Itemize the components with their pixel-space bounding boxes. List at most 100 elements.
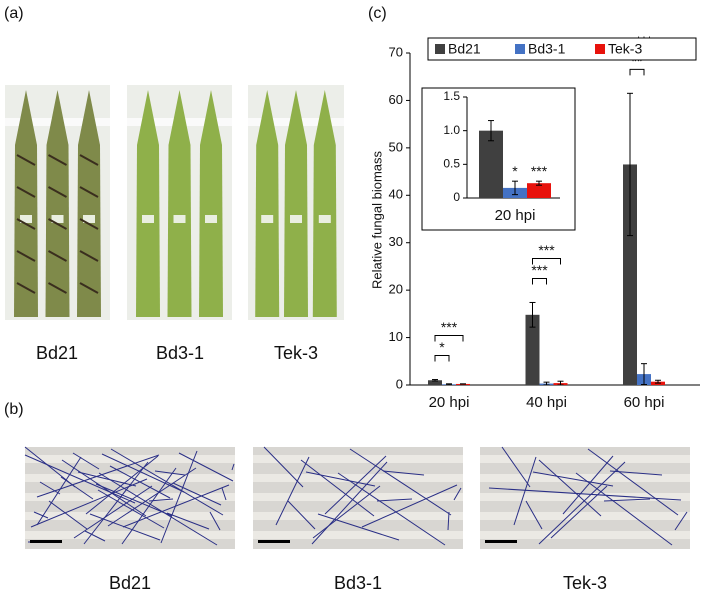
lesion (48, 186, 67, 198)
lesion (48, 218, 67, 230)
hypha (39, 481, 61, 495)
hypha (36, 454, 160, 498)
cell-row (25, 493, 235, 501)
panel-label: (a) (4, 5, 24, 22)
lesion (48, 154, 67, 166)
hypha (98, 472, 218, 546)
hypha (488, 487, 682, 501)
y-tick-label: 1.5 (443, 89, 460, 103)
significance-bracket (629, 68, 645, 76)
legend-swatch (435, 44, 445, 54)
hypha (209, 511, 221, 531)
scale-bar (30, 540, 62, 543)
y-tick-label: 70 (389, 44, 403, 59)
x-tick-label: 20 hpi (495, 207, 536, 224)
inoculum (20, 215, 32, 223)
hypha (172, 482, 222, 506)
bar (525, 314, 540, 385)
hypha (317, 513, 400, 541)
hypha (97, 489, 165, 529)
hypha (24, 454, 136, 504)
inoculum (290, 215, 302, 223)
lesion (48, 250, 67, 262)
significance-bracket (434, 335, 464, 342)
hypha (447, 511, 450, 531)
photo-caption: Bd3-1 (334, 573, 382, 593)
significance: * (439, 339, 445, 355)
lesion (79, 250, 99, 262)
y-axis-label: Relative fungal biomass (369, 150, 384, 289)
cell-row (480, 531, 690, 539)
hypha (376, 498, 413, 502)
significance: *** (538, 242, 555, 258)
cell-row (480, 455, 690, 463)
lesion (16, 154, 36, 166)
leaf (199, 90, 223, 317)
leaf (255, 90, 280, 317)
cell-row (25, 455, 235, 463)
hypha (221, 487, 227, 501)
lesion (16, 186, 36, 198)
y-tick-label: 50 (389, 139, 403, 154)
y-tick-label: 40 (389, 187, 403, 202)
hypha (538, 459, 602, 517)
y-tick-label: 60 (389, 92, 403, 107)
hypha (305, 471, 376, 487)
hypha (603, 498, 651, 502)
leaf (167, 90, 192, 317)
cell-row (253, 493, 463, 501)
cell-row (480, 512, 690, 520)
inoculum (205, 215, 217, 223)
photo-caption: Bd21 (109, 573, 151, 593)
y-tick-label: 10 (389, 329, 403, 344)
significance: *** (531, 262, 548, 278)
inoculum (142, 215, 154, 223)
hypha (110, 448, 224, 516)
hypha (361, 484, 458, 528)
significance: *** (441, 319, 458, 335)
hypha (61, 459, 147, 517)
hypha (324, 455, 387, 515)
hypha (263, 446, 304, 488)
hypha (166, 512, 210, 530)
cell-row (480, 493, 690, 501)
hypha (30, 478, 148, 528)
hypha (160, 450, 198, 544)
hypha (453, 487, 462, 501)
lesion (16, 218, 36, 230)
cell-row (253, 474, 463, 482)
scale-bar (485, 540, 517, 543)
legend-label: Bd21 (448, 41, 481, 57)
x-tick-label: 60 hpi (624, 394, 665, 411)
y-tick-label: 0 (396, 376, 403, 391)
hypha (501, 446, 531, 488)
scale-bar (258, 540, 290, 543)
bar (623, 164, 637, 385)
hypha (562, 455, 614, 515)
hypha (36, 456, 82, 526)
lesion (79, 218, 99, 230)
hypha (77, 471, 137, 487)
hypha (60, 476, 94, 500)
y-tick-label: 0.5 (443, 157, 460, 171)
hypha (154, 470, 186, 476)
photo-caption: Bd3-1 (156, 343, 204, 363)
lesion (79, 154, 99, 166)
x-tick-label: 40 hpi (526, 394, 567, 411)
y-tick-label: 1.0 (443, 123, 460, 137)
hypha (513, 456, 537, 526)
cell-row (253, 512, 463, 520)
hypha (538, 461, 626, 545)
hypha (178, 452, 234, 482)
lesion (79, 186, 99, 198)
hypha (349, 448, 452, 516)
significance-bracket (434, 355, 450, 362)
cell-row (253, 455, 463, 463)
panel-label: (c) (368, 5, 387, 22)
leaf (312, 90, 337, 317)
legend-swatch (595, 44, 605, 54)
y-tick-label: 0 (453, 190, 460, 204)
inoculum (83, 215, 95, 223)
hypha (312, 485, 381, 539)
legend-box (427, 37, 697, 61)
